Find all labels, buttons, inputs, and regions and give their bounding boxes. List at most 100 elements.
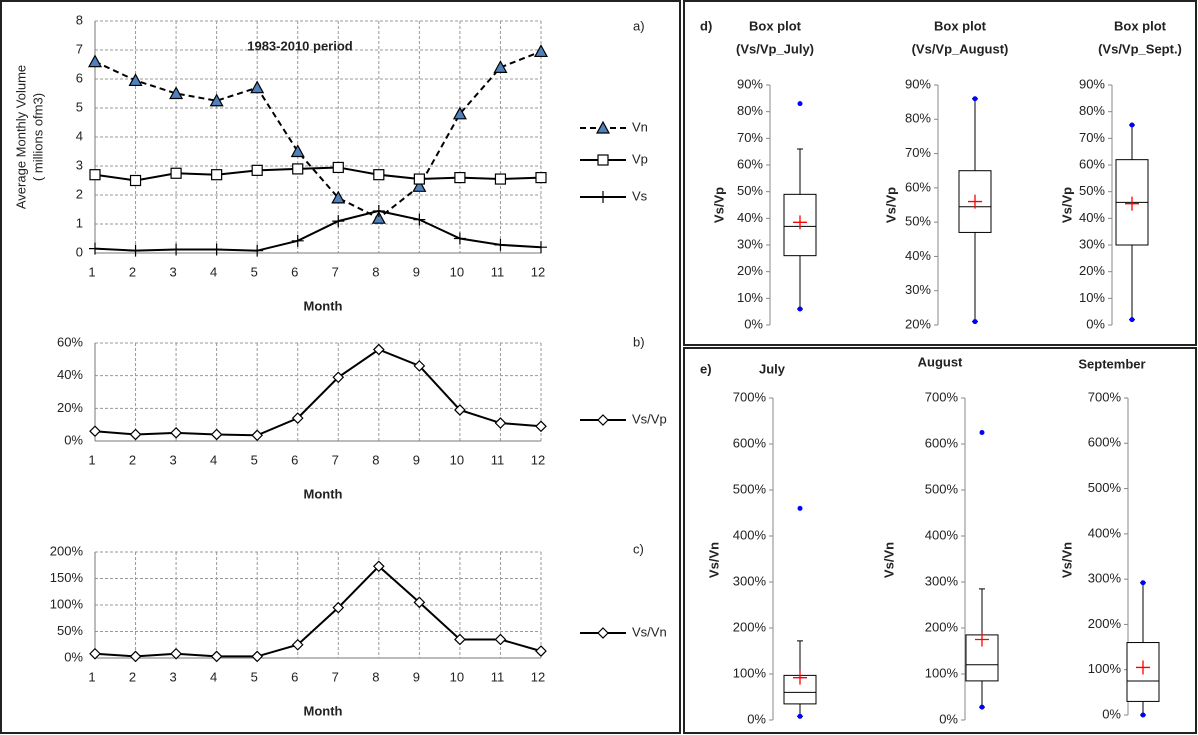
marker	[170, 426, 182, 439]
marker	[89, 425, 101, 438]
marker	[453, 232, 466, 245]
marker	[89, 242, 101, 255]
x-tick-label: 12	[531, 264, 545, 279]
x-tick-label: 11	[491, 669, 505, 684]
y-tick-label: 300%	[733, 573, 767, 588]
y-tick-label: 400%	[1088, 525, 1122, 540]
y-tick-label: 50%	[1079, 183, 1105, 198]
y-tick-label: 40%	[57, 367, 83, 382]
x-tick-label: 3	[169, 669, 176, 684]
x-axis-label: Month	[304, 298, 343, 313]
y-tick-label: 7	[76, 41, 83, 56]
marker	[533, 44, 549, 58]
marker	[291, 234, 304, 247]
y-tick-label: 20%	[57, 400, 83, 415]
x-tick-label: 2	[129, 669, 136, 684]
y-tick-label: 40%	[737, 210, 763, 225]
marker	[332, 161, 344, 174]
x-tick-label: 12	[531, 452, 545, 467]
panel-frame	[0, 0, 681, 734]
y-tick-label: 6	[76, 70, 83, 85]
y-tick-label: 100%	[50, 596, 84, 611]
y-tick-label: 700%	[1088, 389, 1122, 404]
max-point	[797, 101, 803, 107]
chart-title: (Vs/Vp_August)	[912, 41, 1009, 56]
y-tick-label: 10%	[737, 290, 763, 305]
legend-label: Vs	[632, 188, 648, 203]
marker	[170, 647, 182, 660]
marker	[332, 215, 345, 228]
chart-title: (Vs/Vp_July)	[736, 41, 814, 56]
y-tick-label: 60%	[737, 156, 763, 171]
x-axis-label: Month	[304, 486, 343, 501]
y-tick-label: 60%	[905, 179, 931, 194]
legend-label: Vn	[632, 119, 648, 134]
series-line	[94, 209, 542, 252]
y-tick-label: 0%	[744, 316, 763, 331]
legend-marker	[597, 627, 609, 639]
panel-label: d)	[700, 18, 712, 33]
marker	[129, 174, 142, 187]
min-point	[1140, 712, 1146, 718]
series-line	[94, 348, 542, 437]
y-tick-label: 200%	[733, 619, 767, 634]
marker	[494, 173, 507, 185]
y-tick-label: 0%	[64, 649, 83, 664]
marker	[454, 633, 466, 646]
y-tick-label: 60%	[1079, 156, 1105, 171]
y-tick-label: 90%	[737, 76, 763, 91]
marker	[535, 420, 547, 433]
marker	[250, 80, 265, 94]
y-tick-label: 400%	[925, 527, 959, 542]
y-tick-label: 300%	[1088, 571, 1122, 586]
mean-marker	[975, 632, 989, 647]
y-tick-label: 3	[76, 157, 83, 172]
series-line	[94, 50, 542, 220]
panel-label: c)	[633, 541, 644, 556]
y-tick-label: 500%	[925, 481, 959, 496]
marker	[494, 633, 507, 646]
x-tick-label: 1	[88, 452, 95, 467]
y-axis-label: Average Monthly Volume	[13, 65, 28, 209]
y-tick-label: 30%	[737, 236, 763, 251]
y-axis-label: Vs/Vn	[1059, 542, 1074, 578]
marker	[291, 412, 304, 424]
marker	[413, 213, 426, 226]
legend-marker	[597, 191, 609, 203]
chart-title: Box plot	[749, 18, 802, 33]
y-tick-label: 40%	[1079, 210, 1105, 225]
marker	[372, 560, 385, 573]
x-tick-label: 4	[210, 669, 217, 684]
y-tick-label: 1	[76, 215, 83, 230]
x-tick-label: 1	[88, 264, 95, 279]
legend-marker	[597, 414, 609, 426]
marker	[372, 204, 385, 217]
marker	[413, 596, 426, 609]
x-tick-label: 3	[169, 452, 176, 467]
y-axis-label: ( millions ofm3)	[30, 93, 45, 181]
y-tick-label: 20%	[737, 263, 763, 278]
marker	[452, 106, 467, 120]
series-line	[94, 564, 542, 658]
y-tick-label: 200%	[50, 543, 84, 558]
x-tick-label: 6	[291, 669, 298, 684]
marker	[291, 638, 304, 651]
max-point	[1140, 580, 1146, 586]
x-tick-label: 10	[450, 452, 464, 467]
legend-label: Vp	[632, 151, 648, 166]
max-point	[1129, 122, 1135, 128]
marker	[494, 417, 507, 429]
max-point	[797, 505, 803, 511]
marker	[129, 428, 142, 441]
x-tick-label: 7	[332, 669, 339, 684]
mean-marker	[1136, 660, 1150, 675]
marker	[129, 650, 142, 663]
marker	[87, 54, 103, 68]
marker	[413, 173, 425, 185]
mean-marker	[968, 194, 982, 209]
y-tick-label: 600%	[733, 435, 767, 450]
y-tick-label: 50%	[905, 214, 931, 229]
y-tick-label: 500%	[733, 481, 767, 496]
y-axis-label: Vs/Vp	[883, 187, 898, 223]
y-tick-label: 400%	[733, 527, 767, 542]
